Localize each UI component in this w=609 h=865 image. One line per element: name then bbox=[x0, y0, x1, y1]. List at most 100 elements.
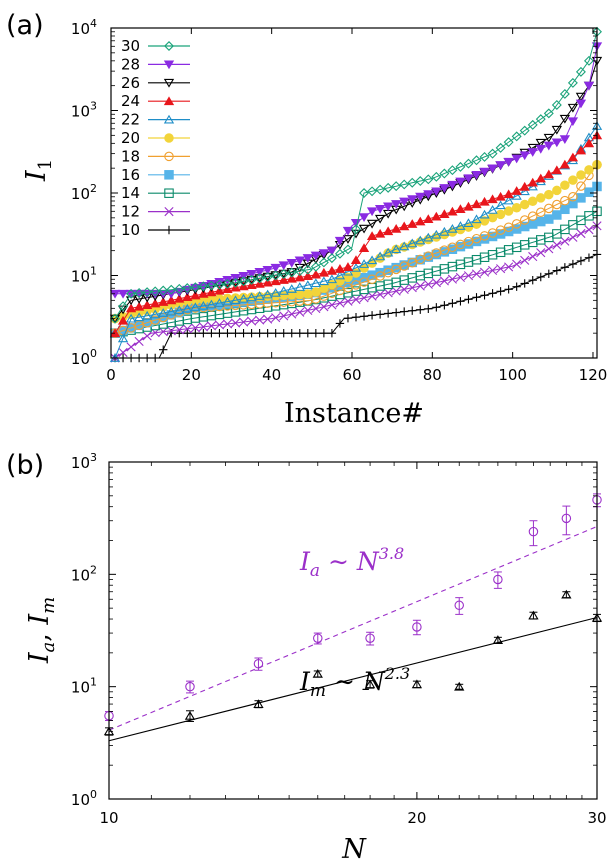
point-22 bbox=[382, 247, 394, 257]
series-line-14 bbox=[114, 210, 598, 334]
point-24 bbox=[302, 271, 313, 281]
point-24 bbox=[190, 290, 201, 300]
point-12 bbox=[479, 267, 490, 277]
point-28 bbox=[246, 270, 257, 279]
point-24 bbox=[415, 216, 426, 226]
point-30 bbox=[399, 179, 410, 190]
point-20 bbox=[552, 185, 562, 196]
point-10 bbox=[263, 328, 272, 338]
point-22 bbox=[358, 259, 370, 268]
point-12 bbox=[287, 309, 297, 319]
point-I_a bbox=[412, 622, 422, 632]
point-22 bbox=[447, 224, 458, 233]
point-28 bbox=[254, 268, 265, 277]
point-12 bbox=[455, 272, 466, 282]
point-22 bbox=[246, 292, 257, 302]
point-22 bbox=[230, 295, 241, 305]
point-12 bbox=[423, 279, 433, 289]
point-18 bbox=[568, 192, 578, 202]
x-tick-label: 10 bbox=[99, 809, 118, 827]
series-28 bbox=[109, 42, 603, 299]
point-18 bbox=[471, 233, 482, 244]
point-12 bbox=[520, 255, 530, 265]
point-20 bbox=[303, 289, 313, 299]
point-24 bbox=[471, 199, 482, 209]
legend-marker-30 bbox=[164, 41, 174, 51]
point-24 bbox=[278, 275, 289, 284]
x-tick-label: 0 bbox=[106, 366, 116, 384]
point-10 bbox=[295, 328, 304, 338]
point-30 bbox=[415, 176, 426, 187]
point-30 bbox=[431, 171, 442, 182]
point-30 bbox=[206, 280, 217, 291]
point-30 bbox=[198, 281, 209, 292]
point-28 bbox=[471, 171, 482, 180]
point-18 bbox=[351, 280, 361, 290]
point-30 bbox=[318, 257, 329, 268]
point-30 bbox=[110, 313, 120, 324]
point-10 bbox=[375, 310, 385, 319]
x-tick-label: 20 bbox=[182, 366, 201, 384]
point-24 bbox=[198, 289, 209, 298]
point-18 bbox=[415, 254, 426, 265]
point-28 bbox=[302, 254, 313, 263]
legend-label-18: 18 bbox=[121, 147, 140, 165]
point-30 bbox=[535, 114, 546, 125]
point-I_a bbox=[365, 633, 375, 643]
point-22 bbox=[190, 302, 201, 312]
point-22 bbox=[407, 238, 418, 248]
point-30 bbox=[126, 288, 137, 299]
point-28 bbox=[455, 177, 466, 187]
point-22 bbox=[294, 282, 305, 291]
point-12 bbox=[206, 321, 217, 331]
point-24 bbox=[366, 231, 378, 241]
point-20 bbox=[536, 193, 546, 203]
point-18 bbox=[536, 207, 546, 218]
point-12 bbox=[536, 248, 546, 258]
x-tick-label: 40 bbox=[262, 366, 281, 384]
point-22 bbox=[166, 306, 177, 316]
point-30 bbox=[214, 279, 225, 290]
point-20 bbox=[519, 199, 530, 210]
point-26 bbox=[342, 235, 354, 244]
point-18 bbox=[383, 267, 393, 278]
point-12 bbox=[198, 322, 208, 332]
point-I_a bbox=[493, 574, 503, 585]
point-30 bbox=[487, 148, 498, 159]
point-30 bbox=[134, 288, 145, 298]
point-26 bbox=[527, 143, 538, 153]
point-22 bbox=[399, 241, 410, 251]
point-24 bbox=[431, 211, 442, 221]
point-28 bbox=[117, 289, 129, 299]
point-12 bbox=[134, 336, 144, 347]
point-12 bbox=[222, 319, 233, 329]
point-28 bbox=[447, 180, 458, 190]
y-tick-label: 103 bbox=[71, 100, 97, 121]
point-I_a bbox=[561, 513, 572, 524]
point-10 bbox=[183, 328, 192, 338]
point-I_m bbox=[561, 589, 572, 599]
point-12 bbox=[190, 323, 200, 333]
point-20 bbox=[584, 165, 594, 175]
point-10 bbox=[408, 306, 417, 315]
point-28 bbox=[463, 174, 474, 184]
point-30 bbox=[519, 125, 530, 136]
point-28 bbox=[535, 144, 546, 154]
point-30 bbox=[359, 188, 370, 198]
point-28 bbox=[559, 135, 571, 144]
panel-b-plot-area bbox=[103, 493, 603, 742]
point-I_m bbox=[253, 699, 264, 708]
point-10 bbox=[480, 291, 489, 300]
legend-marker-14 bbox=[164, 188, 174, 198]
point-I_m bbox=[411, 679, 423, 689]
x-tick-label: 30 bbox=[587, 809, 606, 827]
point-I_a bbox=[454, 600, 464, 611]
point-20 bbox=[503, 206, 514, 216]
point-10 bbox=[215, 328, 224, 338]
point-20 bbox=[527, 196, 538, 206]
point-10 bbox=[223, 328, 232, 338]
point-10 bbox=[359, 312, 369, 321]
point-18 bbox=[367, 274, 377, 285]
